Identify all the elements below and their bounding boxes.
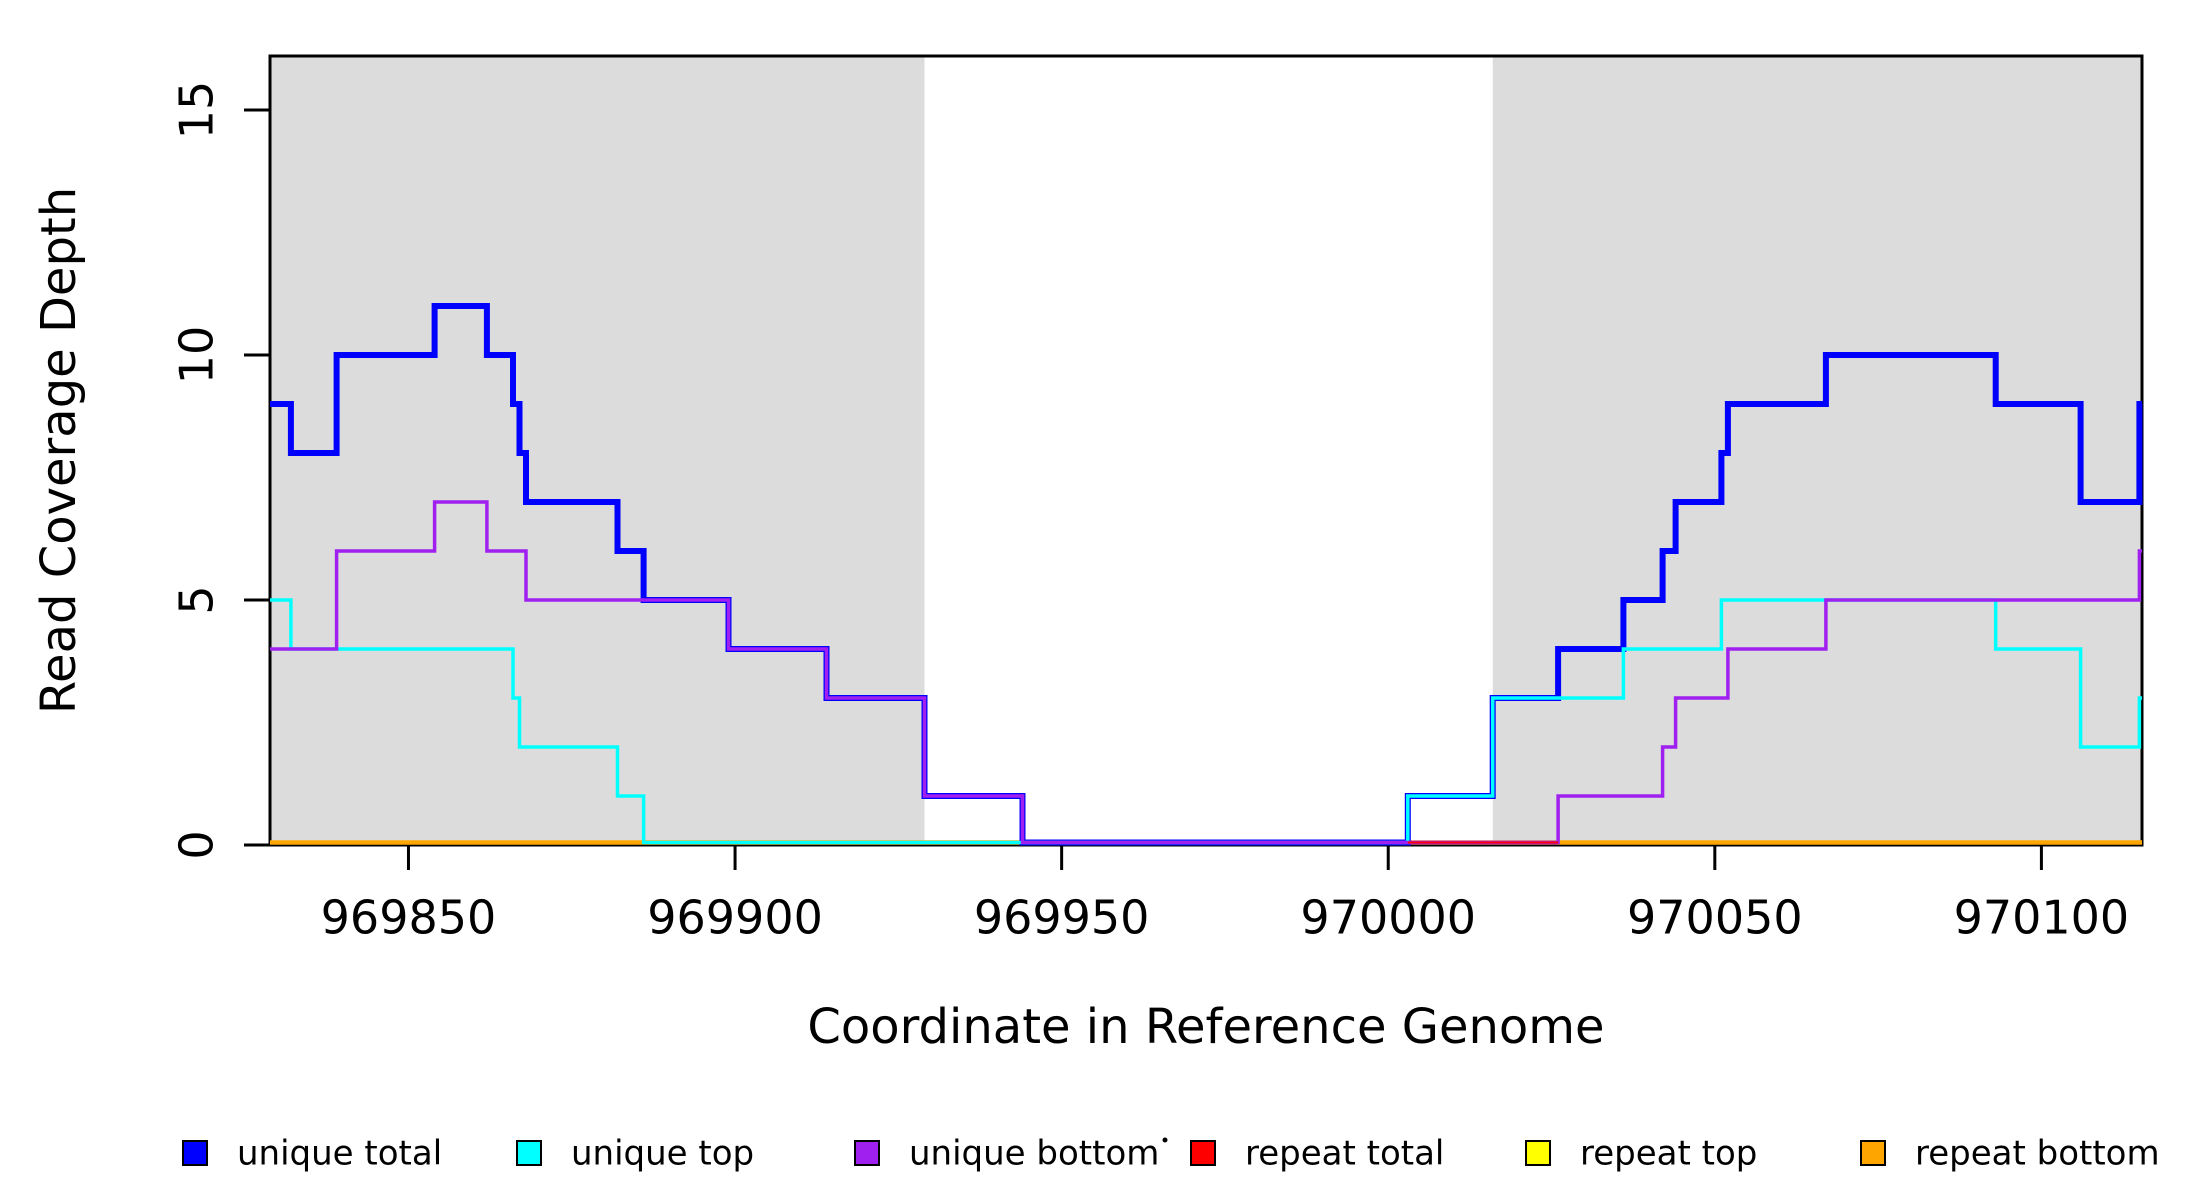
x-tick-label: 970000: [1300, 891, 1476, 945]
shaded-region-1: [1492, 56, 2142, 845]
legend-swatch-repeat-bottom: [1860, 1140, 1886, 1166]
y-tick-label: 5: [170, 585, 224, 614]
x-tick-label: 969850: [321, 891, 497, 945]
legend-label-unique-top: unique top: [571, 1134, 754, 1174]
shaded-region-0: [270, 56, 925, 845]
legend-label-unique-bottom: unique bottom: [909, 1134, 1159, 1174]
series-unique-top-line: [270, 598, 2142, 845]
y-tick-label: 10: [170, 326, 224, 385]
x-tick-label: 970050: [1627, 891, 1803, 945]
x-tick-label: 970100: [1954, 891, 2130, 945]
stray-dot-artifact: [1162, 1137, 1168, 1143]
series-unique-bottom-line: [270, 500, 2142, 845]
legend-swatch-unique-top: [516, 1140, 542, 1166]
y-tick-label: 0: [170, 830, 224, 859]
legend-label-unique-total: unique total: [237, 1134, 442, 1174]
y-tick-label: 15: [170, 81, 224, 140]
x-tick-label: 969950: [974, 891, 1150, 945]
legend-label-repeat-bottom: repeat bottom: [1915, 1134, 2160, 1174]
legend-swatch-repeat-total: [1190, 1140, 1216, 1166]
legend-label-repeat-top: repeat top: [1580, 1134, 1757, 1174]
legend-swatch-unique-total: [182, 1140, 208, 1166]
x-axis-title: Coordinate in Reference Genome: [807, 999, 1604, 1055]
legend-label-repeat-total: repeat total: [1245, 1134, 1444, 1174]
legend-swatch-repeat-top: [1525, 1140, 1551, 1166]
y-axis-title: Read Coverage Depth: [31, 187, 87, 714]
legend-swatch-unique-bottom: [854, 1140, 880, 1166]
x-tick-label: 969900: [647, 891, 823, 945]
